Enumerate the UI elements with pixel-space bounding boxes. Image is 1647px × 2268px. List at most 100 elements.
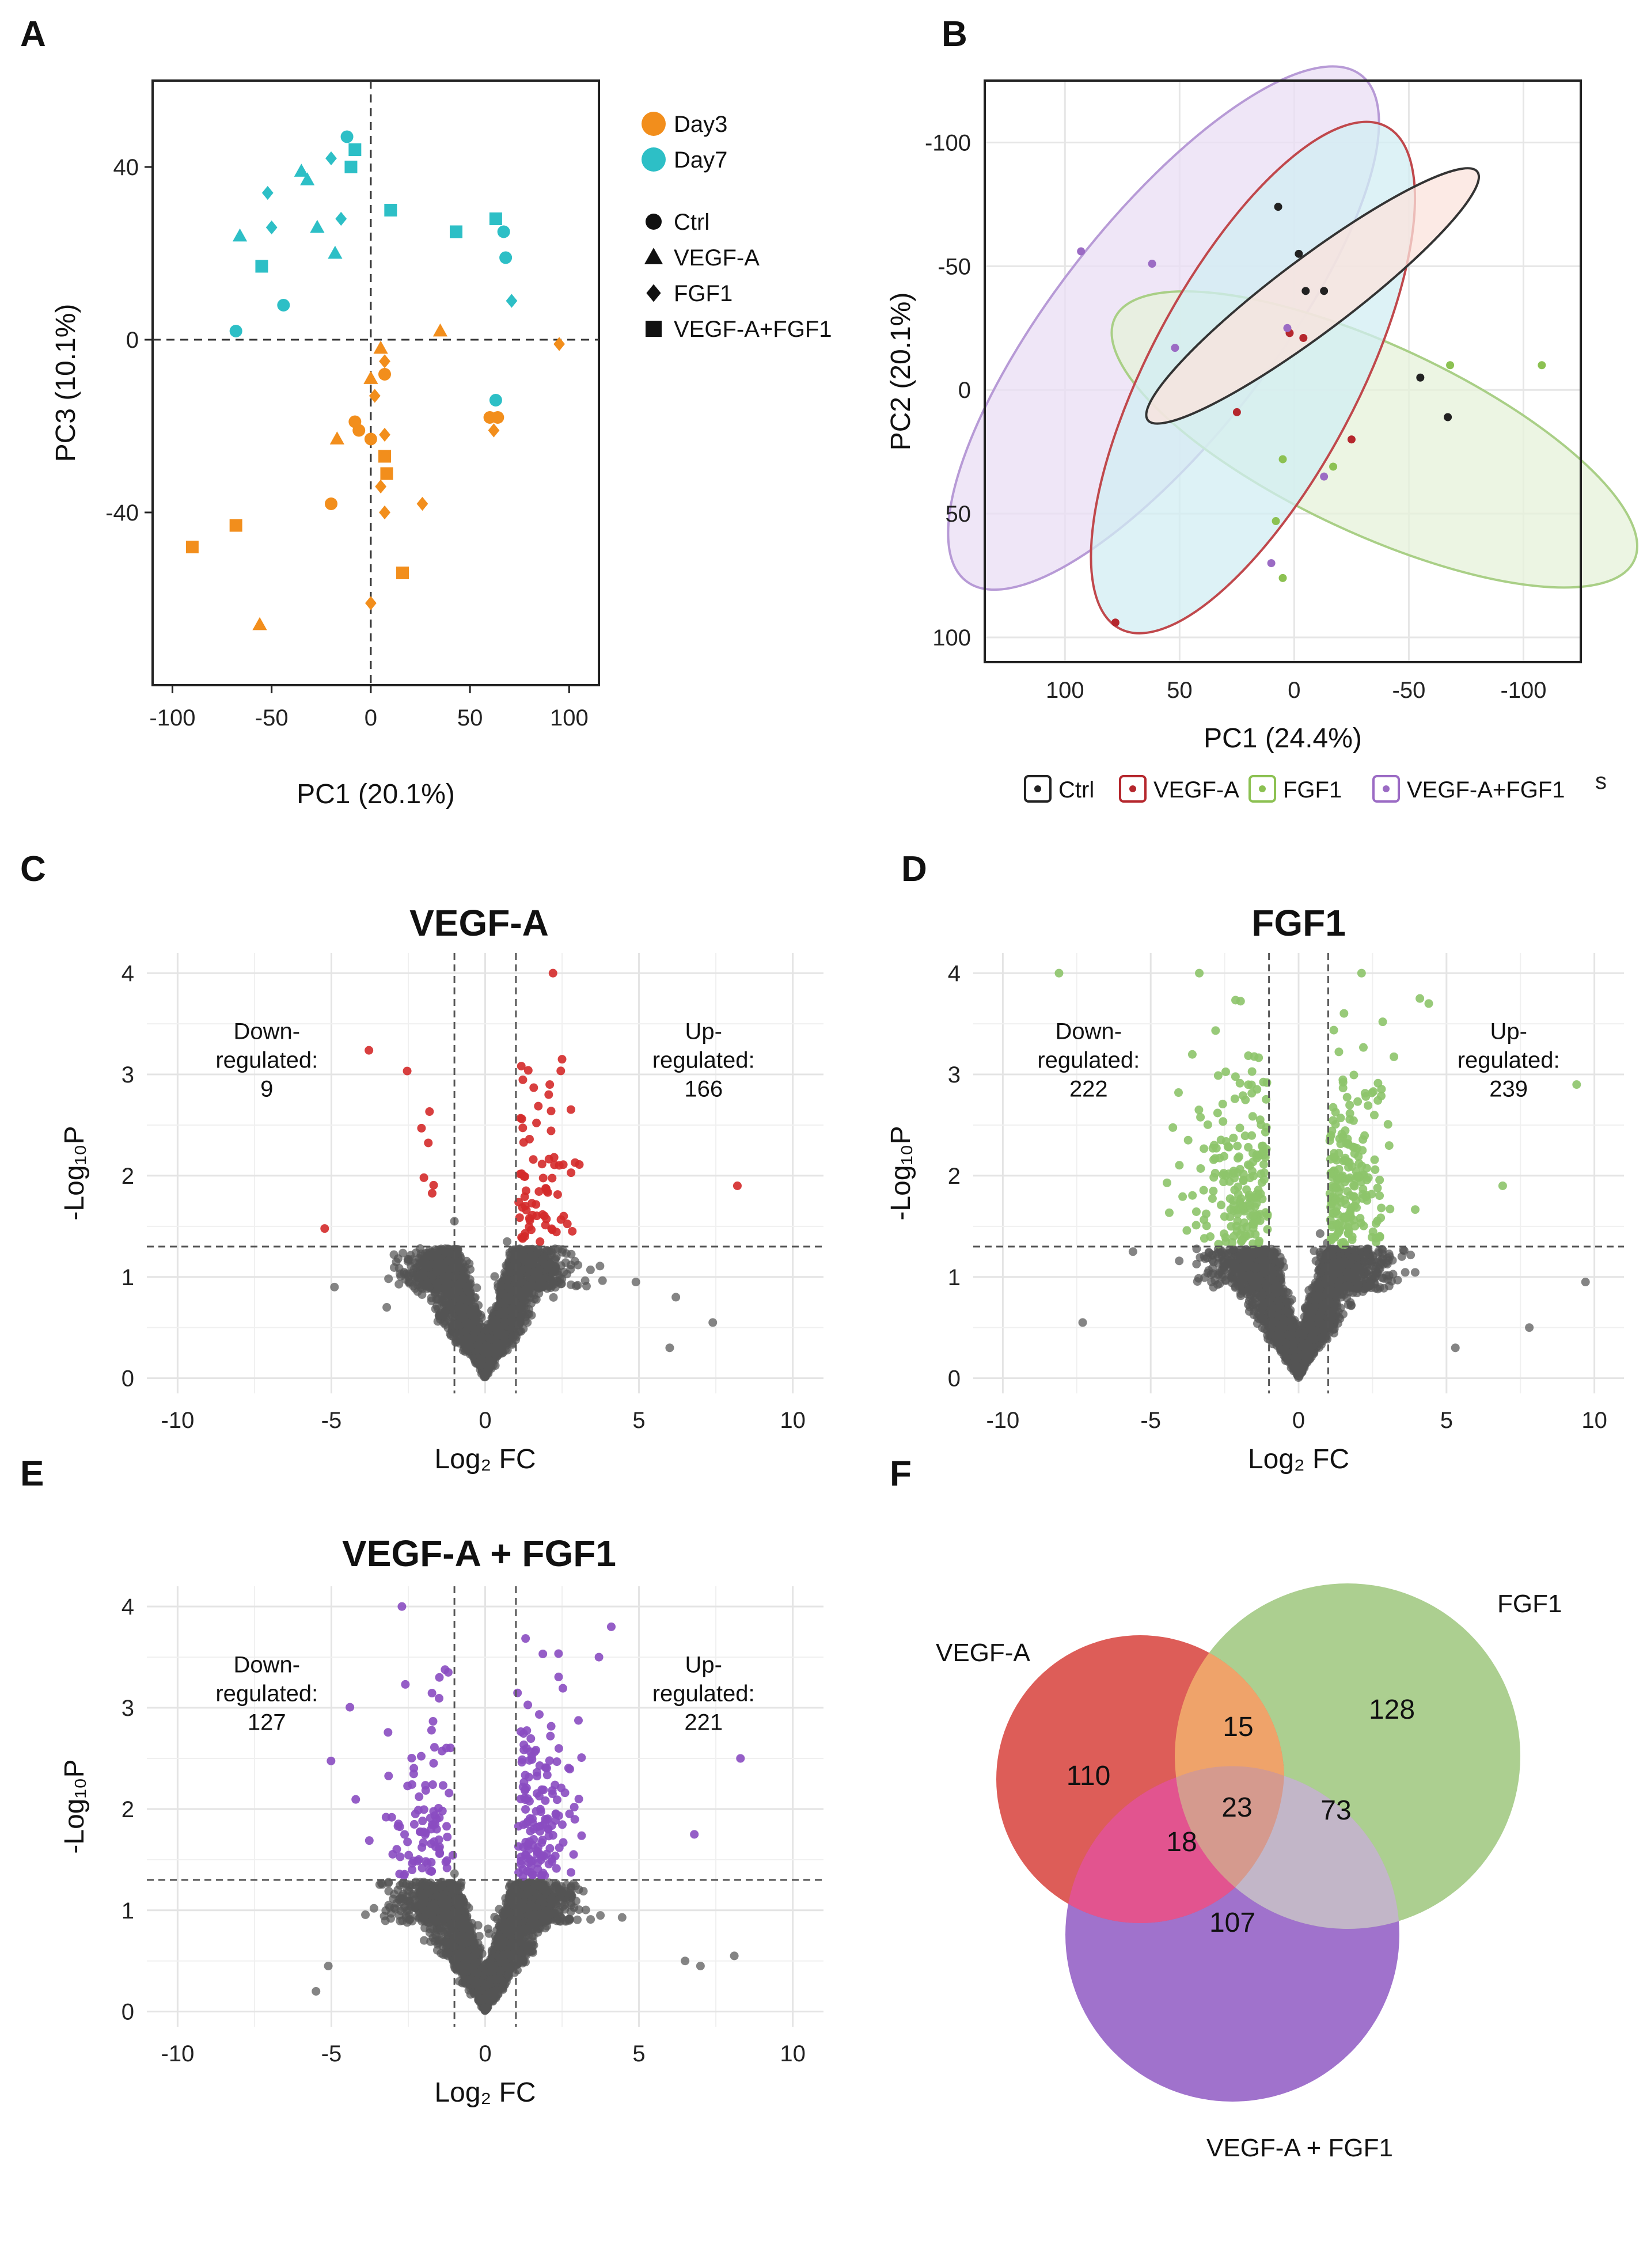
gene-point bbox=[1406, 1251, 1415, 1260]
gene-point bbox=[458, 1277, 467, 1286]
pca-point bbox=[553, 337, 566, 351]
significant-gene-point bbox=[536, 1237, 545, 1247]
significant-gene-point bbox=[548, 1225, 557, 1234]
gene-point bbox=[547, 1275, 556, 1284]
significant-gene-point bbox=[559, 1211, 568, 1221]
significant-gene-point bbox=[517, 1233, 526, 1242]
x-tick-label: 50 bbox=[457, 705, 483, 731]
gene-point bbox=[544, 1282, 553, 1291]
legend-label: Ctrl bbox=[674, 210, 709, 235]
x-tick-label: -5 bbox=[321, 1408, 342, 1433]
gene-point bbox=[441, 1313, 450, 1322]
significant-gene-point bbox=[518, 1203, 527, 1212]
pca-point bbox=[1267, 559, 1276, 568]
x-tick-label: 10 bbox=[780, 1408, 806, 1433]
panel-letter-e: E bbox=[20, 1454, 44, 1494]
gene-point bbox=[490, 1272, 499, 1281]
gene-point bbox=[708, 1318, 718, 1327]
pca-point bbox=[378, 368, 391, 381]
y-tick-label: 0 bbox=[122, 1366, 134, 1392]
gene-point bbox=[595, 1262, 605, 1271]
panel-letter-d: D bbox=[901, 849, 927, 889]
gene-point bbox=[549, 1293, 558, 1302]
significant-gene-point bbox=[553, 1190, 562, 1199]
gene-point bbox=[500, 1336, 510, 1346]
significant-gene-point bbox=[545, 1080, 555, 1089]
gene-point bbox=[507, 1318, 517, 1327]
pca-point bbox=[1444, 413, 1452, 421]
significant-gene-point bbox=[566, 1105, 575, 1114]
gene-point bbox=[456, 1296, 465, 1305]
pca-point bbox=[1416, 373, 1425, 382]
gene-point bbox=[451, 1250, 460, 1259]
pca-point bbox=[489, 394, 502, 407]
legend-swatch bbox=[642, 112, 666, 136]
gene-point bbox=[1204, 1248, 1213, 1257]
gene-point bbox=[404, 1255, 413, 1264]
x-axis-label: PC1 (20.1%) bbox=[297, 779, 455, 810]
gene-point bbox=[399, 1248, 408, 1258]
pca-point bbox=[489, 212, 502, 225]
pca-point bbox=[1320, 472, 1329, 481]
gene-point bbox=[460, 1305, 469, 1315]
gene-point bbox=[430, 1289, 439, 1298]
legend-shape bbox=[644, 248, 663, 264]
x-tick-label: 0 bbox=[1288, 678, 1300, 703]
pca-point bbox=[229, 519, 242, 532]
gene-point bbox=[422, 1263, 431, 1272]
significant-gene-point bbox=[525, 1222, 534, 1232]
gene-point bbox=[439, 1276, 449, 1285]
pca-point bbox=[1283, 324, 1292, 332]
gene-point bbox=[402, 1269, 411, 1278]
significant-gene-point bbox=[568, 1226, 577, 1236]
pca-point bbox=[369, 389, 381, 403]
x-tick-label: 100 bbox=[1046, 678, 1084, 703]
gene-point bbox=[556, 1273, 565, 1282]
pca-point bbox=[348, 143, 362, 156]
legend-dot bbox=[1259, 785, 1266, 792]
pca-point bbox=[255, 260, 268, 273]
x-tick-label: -100 bbox=[149, 705, 195, 731]
pca-point bbox=[491, 411, 504, 424]
significant-gene-point bbox=[547, 1107, 556, 1116]
pca-point bbox=[375, 479, 387, 494]
pca-point bbox=[506, 294, 518, 308]
gene-point bbox=[573, 1281, 582, 1290]
pca-point bbox=[379, 427, 390, 442]
panel-letter-a: A bbox=[20, 14, 46, 54]
gene-point bbox=[526, 1293, 535, 1302]
gene-point bbox=[463, 1336, 472, 1346]
pca-point bbox=[378, 450, 391, 463]
down-regulated-label: 9 bbox=[260, 1076, 273, 1101]
gene-point bbox=[384, 1274, 393, 1283]
gene-point bbox=[1215, 1279, 1224, 1288]
legend-dot bbox=[1034, 785, 1041, 792]
significant-gene-point bbox=[537, 1160, 547, 1169]
pca-point bbox=[1320, 287, 1329, 295]
pca-point bbox=[1232, 408, 1241, 416]
x-tick-label: -50 bbox=[1392, 678, 1426, 703]
up-regulated-label: Up- bbox=[685, 1019, 722, 1044]
pca-point bbox=[261, 185, 274, 200]
gene-point bbox=[495, 1309, 504, 1319]
legend-label: VEGF-A+FGF1 bbox=[1407, 777, 1565, 803]
significant-gene-point bbox=[563, 1220, 572, 1229]
gene-point bbox=[487, 1335, 496, 1344]
x-tick-label: -10 bbox=[161, 1408, 195, 1433]
pca-point bbox=[1347, 435, 1356, 444]
pca-point bbox=[310, 219, 325, 233]
y-tick-label: -40 bbox=[105, 500, 139, 526]
up-regulated-label: 166 bbox=[684, 1076, 723, 1101]
pca-point bbox=[325, 497, 337, 510]
pca-point bbox=[340, 130, 354, 143]
significant-gene-point bbox=[518, 1123, 528, 1133]
gene-point bbox=[504, 1283, 514, 1293]
pca-point bbox=[325, 151, 337, 166]
pca-point bbox=[363, 371, 378, 384]
gene-point bbox=[1335, 1314, 1345, 1323]
significant-gene-point bbox=[424, 1138, 433, 1148]
significant-gene-point bbox=[540, 1211, 549, 1221]
significant-gene-point bbox=[520, 1192, 529, 1201]
y-axis-label: -Log₁₀P bbox=[59, 1126, 90, 1220]
